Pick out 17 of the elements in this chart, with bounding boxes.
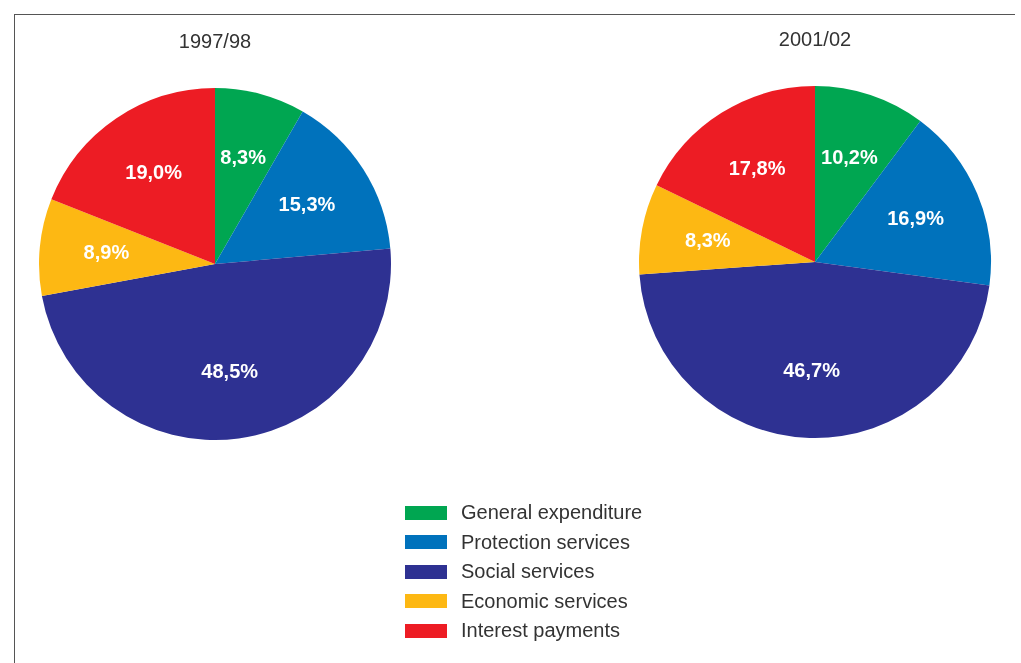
- legend-label: Interest payments: [461, 619, 620, 643]
- chart-title: 2001/02: [778, 27, 852, 50]
- data-label: 48,5%: [201, 359, 259, 382]
- data-label: 10,2%: [821, 145, 878, 168]
- data-label: 17,8%: [728, 157, 786, 180]
- chart-title: 1997/98: [178, 29, 252, 52]
- data-label: 46,7%: [783, 358, 841, 381]
- legend-label: Economic services: [461, 589, 628, 613]
- data-label: 8,9%: [83, 240, 130, 263]
- data-label: 19,0%: [125, 161, 183, 184]
- data-label: 8,3%: [220, 146, 267, 169]
- legend-label: General expenditure: [461, 501, 643, 525]
- legend-label: Social services: [461, 560, 595, 584]
- data-label: 8,3%: [685, 228, 731, 251]
- data-label: 15,3%: [278, 192, 336, 215]
- data-label: 16,9%: [887, 207, 945, 230]
- legend-label: Protection services: [461, 530, 630, 554]
